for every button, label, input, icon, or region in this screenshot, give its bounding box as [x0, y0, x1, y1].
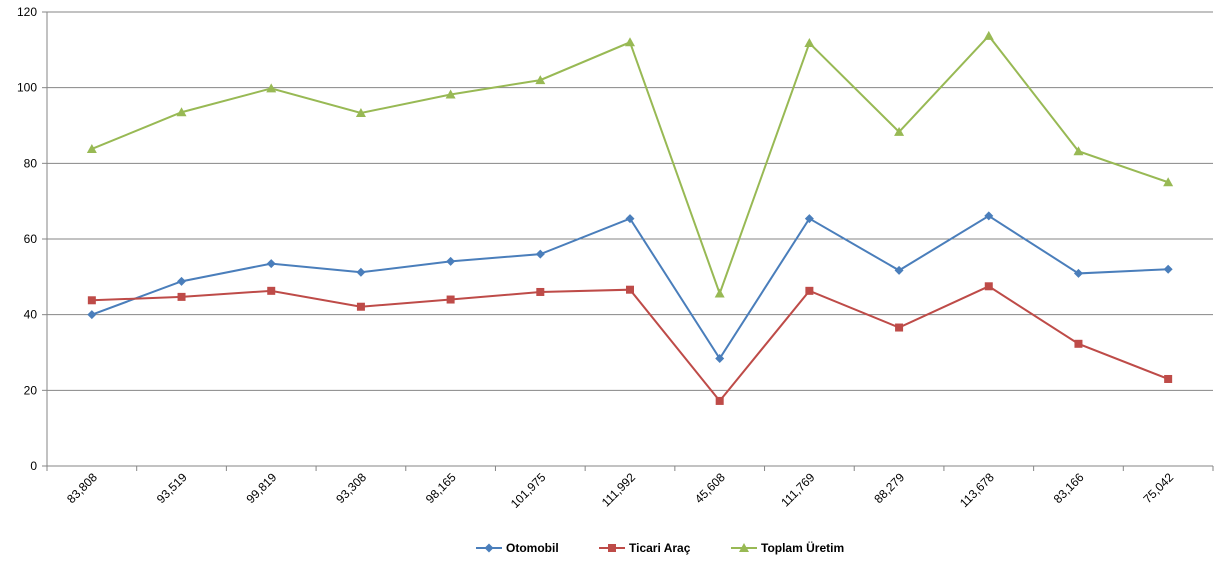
legend: Otomobil Ticari Araç Toplam Üretim — [476, 540, 844, 555]
data-point — [714, 288, 725, 298]
data-point — [535, 249, 545, 259]
x-tick-label: 83,166 — [1051, 470, 1087, 506]
x-tick-label: 99,819 — [243, 470, 279, 506]
data-point — [176, 107, 187, 117]
data-point — [355, 108, 366, 118]
y-tick-label: 60 — [24, 232, 38, 246]
data-point — [87, 310, 97, 320]
data-point — [445, 89, 456, 99]
x-tick-label: 93,308 — [333, 470, 369, 506]
data-point — [177, 276, 187, 286]
data-point — [536, 287, 545, 296]
legend-label: Otomobil — [506, 541, 559, 555]
x-tick-label: 75,042 — [1140, 470, 1176, 506]
data-point — [1163, 177, 1174, 187]
series-0 — [87, 211, 1173, 364]
x-tick-label: 101,975 — [508, 470, 549, 511]
data-point — [1163, 264, 1173, 274]
legend-label: Ticari Araç — [629, 541, 691, 555]
x-tick-label: 45,608 — [692, 470, 728, 506]
legend-entry: Toplam Üretim — [731, 540, 844, 555]
axes: 0 20 40 60 80 100 120 83,808 93,519 99,819 93,308 9… — [17, 5, 1214, 511]
data-point — [739, 543, 749, 552]
data-point — [484, 543, 494, 553]
data-point — [1074, 339, 1083, 348]
data-point — [87, 296, 96, 305]
x-tick-label: 111,769 — [778, 470, 818, 510]
y-tick-label: 80 — [24, 156, 38, 170]
data-point — [177, 292, 186, 301]
x-tick-label: 93,519 — [154, 470, 190, 506]
y-tick-label: 0 — [30, 459, 37, 473]
gridlines — [47, 11, 1213, 391]
data-point — [984, 282, 993, 291]
series — [86, 30, 1174, 405]
data-point — [625, 37, 635, 47]
y-tick-label: 40 — [24, 308, 38, 322]
data-point — [535, 75, 546, 85]
y-tick-label: 20 — [24, 383, 38, 397]
legend-label: Toplam Üretim — [761, 540, 844, 555]
series-line — [91, 285, 1169, 403]
x-tick-label: 88,279 — [871, 470, 907, 506]
x-tick-label: 111,992 — [599, 470, 639, 510]
series-2 — [86, 30, 1174, 298]
x-tick-label: 83,808 — [64, 470, 100, 506]
series-1 — [87, 282, 1173, 405]
data-point — [86, 143, 97, 153]
data-point — [267, 286, 276, 295]
legend-entry: Ticari Araç — [599, 541, 691, 555]
data-point — [894, 265, 904, 275]
legend-entry: Otomobil — [476, 541, 559, 555]
data-point — [984, 211, 994, 221]
y-tick-label: 120 — [17, 5, 37, 19]
data-point — [356, 302, 365, 311]
data-point — [625, 214, 635, 224]
data-point — [804, 38, 815, 48]
data-point — [895, 323, 904, 332]
y-tick-label: 100 — [17, 81, 37, 95]
data-point — [1073, 146, 1084, 156]
data-point — [983, 30, 994, 40]
data-point — [446, 256, 456, 266]
data-point — [266, 83, 277, 93]
data-point — [1073, 268, 1083, 278]
data-point — [608, 544, 616, 552]
data-point — [626, 285, 634, 294]
data-point — [894, 126, 905, 136]
x-tick-label: 113,678 — [957, 470, 997, 510]
data-point — [715, 396, 724, 405]
data-point — [266, 259, 276, 269]
x-tick-label: 98,165 — [423, 470, 459, 506]
series-line — [91, 34, 1169, 297]
data-point — [805, 286, 814, 295]
data-point — [356, 267, 366, 277]
data-point — [715, 354, 725, 364]
data-point — [446, 295, 455, 304]
data-point — [804, 214, 814, 224]
data-point — [1164, 374, 1173, 383]
